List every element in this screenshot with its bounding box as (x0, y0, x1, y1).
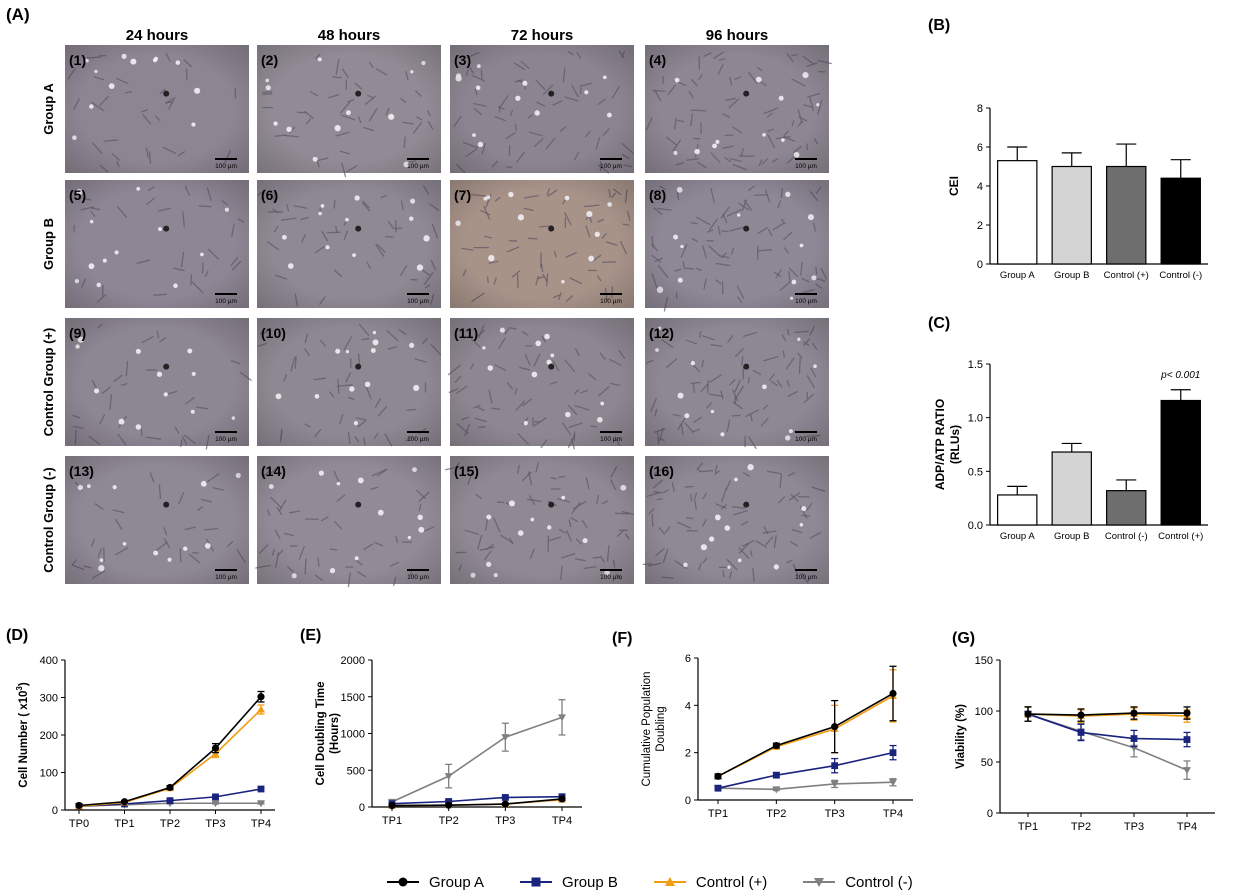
micrograph-tile: (13) 100 µm (65, 456, 249, 584)
scale-bar-label: 100 µm (600, 436, 622, 443)
tile-vignette (65, 318, 249, 446)
micrograph-tile: (15) 100 µm (445, 456, 634, 584)
micrograph-tile: (11) 100 µm (447, 318, 634, 450)
tile-label: (11) (454, 325, 478, 341)
tile-vignette (645, 180, 829, 308)
micrograph-tile: (8) 100 µm (645, 180, 829, 312)
scale-bar-label: 100 µm (407, 574, 429, 581)
legend-item-group-a: Group A (385, 874, 484, 891)
scale-bar-label: 100 µm (795, 163, 817, 170)
column-header: 48 hours (318, 27, 381, 44)
row-header: Control Group (+) (41, 328, 56, 437)
column-header: 24 hours (126, 27, 189, 44)
tile-label: (5) (69, 187, 86, 203)
legend-marker-triangle-down-icon (803, 878, 836, 887)
column-header: 96 hours (706, 27, 769, 44)
tile-vignette (450, 45, 634, 173)
tile-label: (13) (69, 463, 94, 479)
row-header: Group B (41, 218, 56, 270)
scale-bar-label: 100 µm (215, 574, 237, 581)
micrograph-tile: (7) 100 µm (450, 180, 634, 308)
tile-vignette (257, 318, 441, 446)
scale-bar-label: 100 µm (407, 298, 429, 305)
scale-bar-label: 100 µm (215, 163, 237, 170)
tile-label: (15) (454, 463, 479, 479)
legend-marker-triangle-up-icon (653, 877, 686, 886)
panel-a-label: (A) (6, 5, 30, 24)
tile-vignette (65, 45, 249, 173)
micrograph-tile: (16) 100 µm (642, 456, 829, 584)
tile-label: (4) (649, 52, 666, 68)
tile-label: (10) (261, 325, 286, 341)
legend-label: Control (-) (845, 873, 913, 891)
tile-vignette (450, 456, 634, 584)
tile-label: (2) (261, 52, 278, 68)
micrograph-tile: (1) 100 µm (65, 45, 249, 173)
legend-item-control-neg: Control (-) (801, 874, 913, 891)
row-header: Group A (41, 83, 56, 135)
scale-bar-label: 100 µm (795, 436, 817, 443)
tile-label: (14) (261, 463, 286, 479)
legend-item-group-b: Group B (518, 874, 618, 891)
micrograph-tile: (10) 100 µm (257, 318, 442, 447)
scale-bar-label: 100 µm (407, 436, 429, 443)
scale-bar-label: 100 µm (215, 298, 237, 305)
tile-vignette (450, 318, 634, 446)
tile-label: (8) (649, 187, 666, 203)
micrograph-tile: (3) 100 µm (450, 45, 634, 174)
micrograph-tile: (14) 100 µm (255, 456, 441, 588)
tile-label: (9) (69, 325, 86, 341)
scale-bar-label: 100 µm (215, 436, 237, 443)
column-header: 72 hours (511, 27, 574, 44)
tile-vignette (645, 456, 829, 584)
tile-vignette (645, 318, 829, 446)
micrograph-tile: (6) 100 µm (257, 180, 441, 308)
scale-bar-label: 100 µm (795, 298, 817, 305)
row-header: Control Group (-) (41, 467, 56, 572)
tile-vignette (257, 456, 441, 584)
tile-label: (3) (454, 52, 471, 68)
tile-label: (12) (649, 325, 674, 341)
micrograph-tile: (12) 100 µm (645, 318, 829, 449)
legend-label: Group B (562, 873, 618, 891)
legend-marker-circle-icon (387, 877, 419, 887)
scale-bar-label: 100 µm (600, 163, 622, 170)
tile-vignette (257, 45, 441, 173)
scale-bar-label: 100 µm (600, 574, 622, 581)
micrograph-tile: (2) 100 µm (257, 45, 441, 178)
tile-label: (7) (454, 187, 471, 203)
tile-vignette (645, 45, 829, 173)
micrograph-tile: (9) 100 µm (65, 318, 252, 450)
micrograph-tile: (5) 100 µm (65, 180, 249, 308)
legend-label: Group A (429, 873, 485, 891)
tile-label: (6) (261, 187, 278, 203)
scale-bar-label: 100 µm (795, 574, 817, 581)
legend-label: Control (+) (695, 873, 768, 891)
tile-label: (1) (69, 52, 86, 68)
tile-vignette (65, 456, 249, 584)
legend: Group A Group B Control (+) Control (-) (385, 868, 913, 896)
scale-bar-label: 100 µm (407, 163, 429, 170)
scale-bar-label: 100 µm (600, 298, 622, 305)
tile-vignette (450, 180, 634, 308)
tile-vignette (257, 180, 441, 308)
legend-marker-square-icon (520, 877, 553, 887)
tile-label: (16) (649, 463, 674, 479)
legend-item-control-pos: Control (+) (652, 874, 767, 891)
tile-vignette (65, 180, 249, 308)
micrograph-tile: (4) 100 µm (645, 45, 832, 173)
